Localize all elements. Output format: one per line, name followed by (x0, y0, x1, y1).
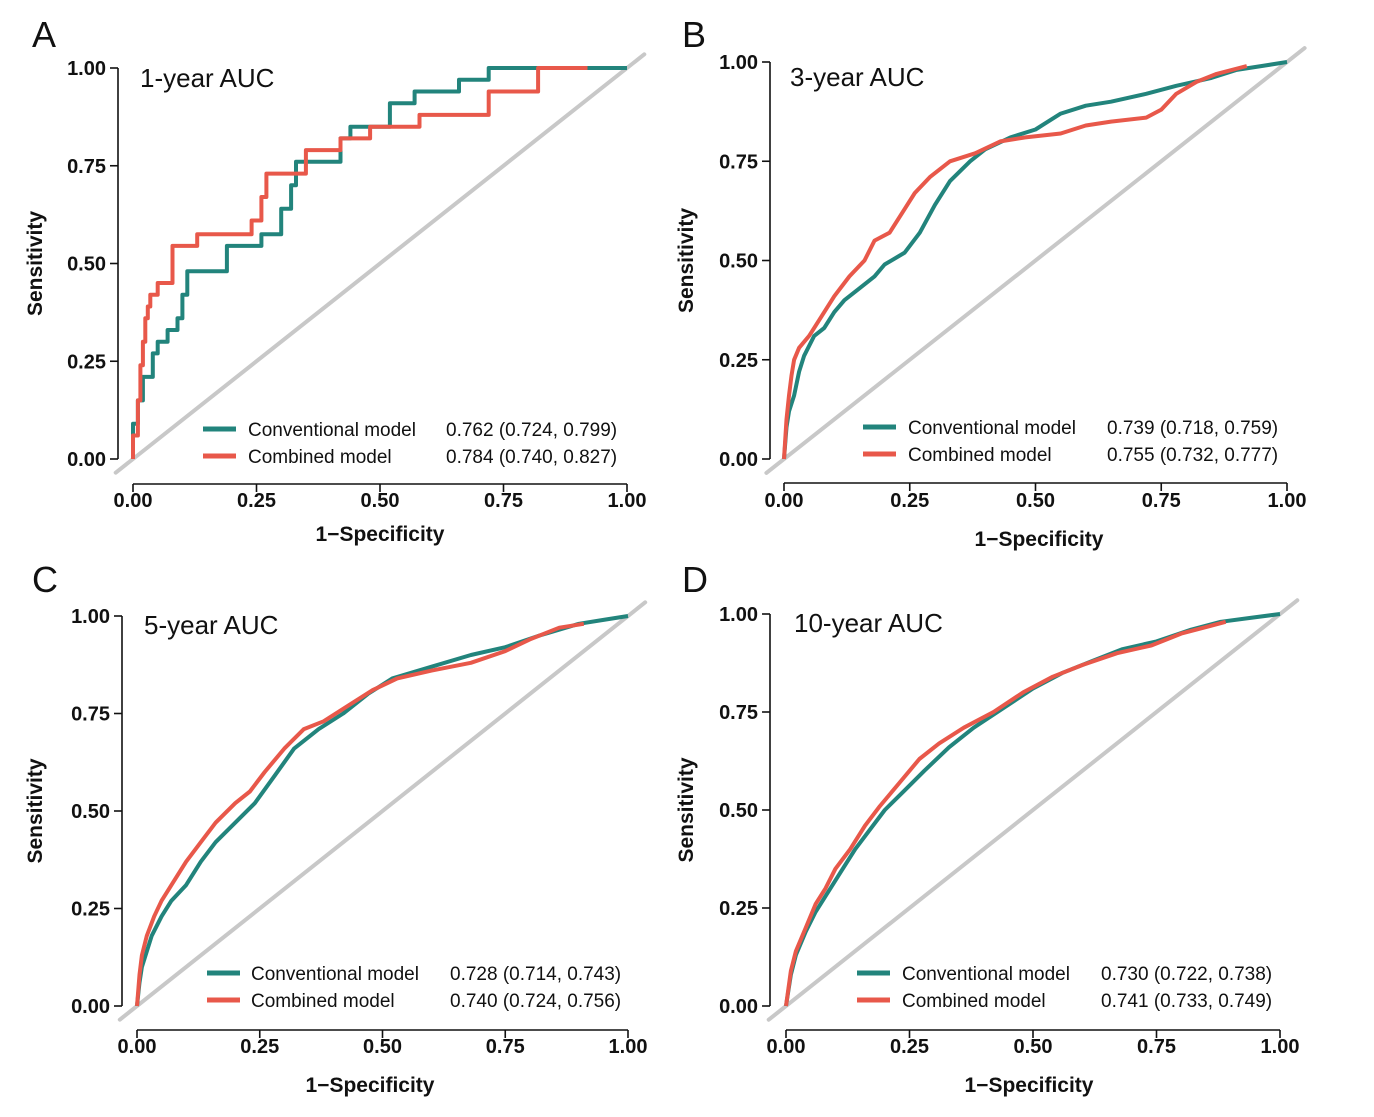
chart-title: 1-year AUC (140, 63, 274, 93)
chart-title: 3-year AUC (790, 62, 924, 92)
y-tick-label: 0.75 (67, 156, 106, 178)
x-tick-label: 0.00 (765, 490, 804, 512)
x-tick-label: 0.25 (240, 1036, 279, 1058)
x-tick-label: 0.00 (118, 1036, 157, 1058)
panel-letter: D (682, 559, 708, 600)
combined-model-curve (782, 64, 1248, 460)
legend-auc-value: 0.740 (0.724, 0.756) (450, 991, 621, 1012)
chart-title: 10-year AUC (794, 608, 943, 638)
legend-auc-value: 0.755 (0.732, 0.777) (1107, 445, 1278, 466)
x-tick-label: 0.25 (890, 490, 929, 512)
y-axis-label: Sensitivity (24, 758, 47, 863)
panel-letter: A (32, 14, 56, 55)
combined-model-curve (131, 66, 588, 459)
x-tick-label: 1.00 (1268, 490, 1307, 512)
x-tick-label: 0.25 (237, 490, 276, 512)
combined-model-curve (784, 619, 1227, 1007)
legend-label: Combined model (908, 445, 1052, 466)
roc-panel-a: A 1-year AUC 0.00 0.25 0.50 0.75 1.00 0.00 0.25 0… (24, 14, 646, 546)
legend-label: Combined model (248, 447, 392, 468)
y-tick-label: 0.50 (67, 254, 106, 276)
y-tick-label: 1.00 (71, 606, 110, 628)
conventional-model-curve (782, 60, 1288, 460)
y-tick-label: 0.00 (67, 449, 106, 471)
legend-auc-value: 0.739 (0.718, 0.759) (1107, 418, 1278, 439)
y-tick-label: 1.00 (67, 58, 106, 80)
y-tick-label: 0.50 (719, 251, 758, 273)
reference-diagonal (117, 600, 648, 1022)
y-tick-label: 0.50 (71, 801, 110, 823)
x-axis-label: 1−Specificity (316, 523, 445, 546)
x-tick-label: 0.50 (1014, 1036, 1053, 1058)
chart-title: 5-year AUC (144, 610, 278, 640)
y-tick-label: 1.00 (719, 604, 758, 626)
y-axis-label: Sensitivity (24, 211, 47, 316)
x-axis-label: 1−Specificity (965, 1074, 1094, 1097)
combined-model-curve (135, 621, 585, 1007)
x-tick-label: 0.75 (1137, 1036, 1176, 1058)
legend-auc-value: 0.762 (0.724, 0.799) (446, 420, 617, 441)
legend-label: Conventional model (902, 964, 1070, 985)
y-tick-label: 0.00 (719, 996, 758, 1018)
x-tick-label: 1.00 (1261, 1036, 1300, 1058)
y-tick-label: 0.75 (719, 151, 758, 173)
reference-diagonal (766, 598, 1300, 1022)
x-tick-label: 0.75 (484, 490, 523, 512)
legend-auc-value: 0.730 (0.722, 0.738) (1101, 964, 1272, 985)
y-tick-label: 0.25 (67, 351, 106, 373)
legend-label: Conventional model (908, 418, 1076, 439)
x-tick-label: 0.00 (114, 490, 153, 512)
conventional-model-curve (135, 614, 629, 1007)
y-axis-label: Sensitivity (675, 208, 698, 313)
legend-label: Conventional model (251, 964, 419, 985)
x-tick-label: 0.50 (363, 1036, 402, 1058)
y-tick-label: 0.00 (71, 996, 110, 1018)
legend-label: Combined model (902, 991, 1046, 1012)
reference-diagonal (113, 52, 647, 475)
roc-panel-c: C 5-year AUC 0.00 0.25 0.50 0.75 1.00 0.00 0.25 0… (24, 559, 647, 1097)
x-tick-label: 0.50 (1016, 490, 1055, 512)
x-tick-label: 1.00 (609, 1036, 648, 1058)
legend-auc-value: 0.784 (0.740, 0.827) (446, 447, 617, 468)
reference-diagonal (764, 46, 1307, 475)
y-tick-label: 0.25 (719, 898, 758, 920)
x-axis-label: 1−Specificity (306, 1074, 435, 1097)
y-tick-label: 0.75 (71, 704, 110, 726)
x-tick-label: 0.50 (361, 490, 400, 512)
y-tick-label: 0.75 (719, 702, 758, 724)
y-tick-label: 0.50 (719, 800, 758, 822)
x-tick-label: 0.75 (486, 1036, 525, 1058)
panel-letter: B (682, 14, 706, 55)
y-tick-label: 0.00 (719, 449, 758, 471)
conventional-model-curve (131, 66, 627, 459)
legend-label: Conventional model (248, 420, 416, 441)
roc-panel-d: D 10-year AUC 0.00 0.25 0.50 0.75 1.00 0.00 0.25… (675, 559, 1299, 1097)
x-axis-label: 1−Specificity (975, 528, 1104, 551)
y-tick-label: 1.00 (719, 52, 758, 74)
x-tick-label: 1.00 (608, 490, 647, 512)
x-tick-label: 0.00 (767, 1036, 806, 1058)
legend-auc-value: 0.741 (0.733, 0.749) (1101, 991, 1272, 1012)
y-tick-label: 0.25 (71, 899, 110, 921)
x-tick-label: 0.75 (1142, 490, 1181, 512)
panel-letter: C (32, 559, 58, 600)
legend-label: Combined model (251, 991, 395, 1012)
x-tick-label: 0.25 (890, 1036, 929, 1058)
roc-panel-b: B 3-year AUC 0.00 0.25 0.50 0.75 1.00 0.00 0.25 0… (675, 14, 1307, 551)
y-tick-label: 0.25 (719, 350, 758, 372)
legend-auc-value: 0.728 (0.714, 0.743) (450, 964, 621, 985)
y-axis-label: Sensitivity (675, 757, 698, 862)
